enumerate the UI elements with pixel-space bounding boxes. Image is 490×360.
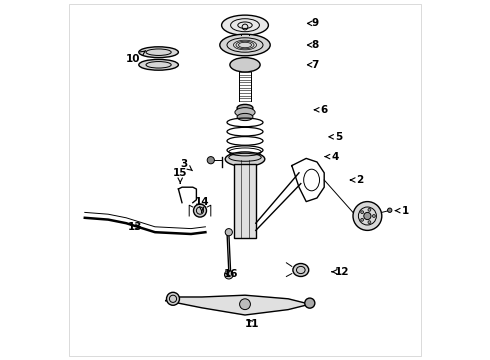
Circle shape [361,211,364,213]
Polygon shape [166,295,310,315]
Text: 4: 4 [325,152,339,162]
Circle shape [353,202,382,230]
Ellipse shape [194,204,206,217]
Text: 12: 12 [332,267,349,277]
Text: 11: 11 [245,319,259,329]
Ellipse shape [235,108,255,117]
Text: 10: 10 [126,51,146,64]
Ellipse shape [221,15,269,35]
Ellipse shape [237,104,253,112]
Text: 13: 13 [128,222,143,232]
Text: 1: 1 [395,206,409,216]
Circle shape [225,229,232,236]
Circle shape [368,208,371,211]
Circle shape [364,212,371,220]
Circle shape [372,215,375,217]
Ellipse shape [139,59,178,70]
Text: 5: 5 [329,132,342,142]
Circle shape [305,298,315,308]
Circle shape [388,208,392,212]
Ellipse shape [237,113,253,121]
Text: 2: 2 [350,175,364,185]
Text: 6: 6 [315,105,328,115]
Circle shape [368,221,371,224]
Circle shape [224,270,233,279]
Text: 8: 8 [307,40,319,50]
Circle shape [361,219,364,221]
Ellipse shape [240,299,250,310]
Circle shape [207,157,215,164]
Text: 7: 7 [307,60,319,70]
Ellipse shape [220,34,270,56]
Text: 16: 16 [223,269,238,279]
Text: 14: 14 [195,197,209,212]
Ellipse shape [293,264,309,276]
Text: 9: 9 [307,18,319,28]
Circle shape [167,292,179,305]
Text: 3: 3 [180,159,193,171]
Bar [234,164,256,238]
Text: 15: 15 [173,168,188,183]
Ellipse shape [139,47,178,58]
Ellipse shape [225,152,265,166]
Ellipse shape [230,58,260,72]
